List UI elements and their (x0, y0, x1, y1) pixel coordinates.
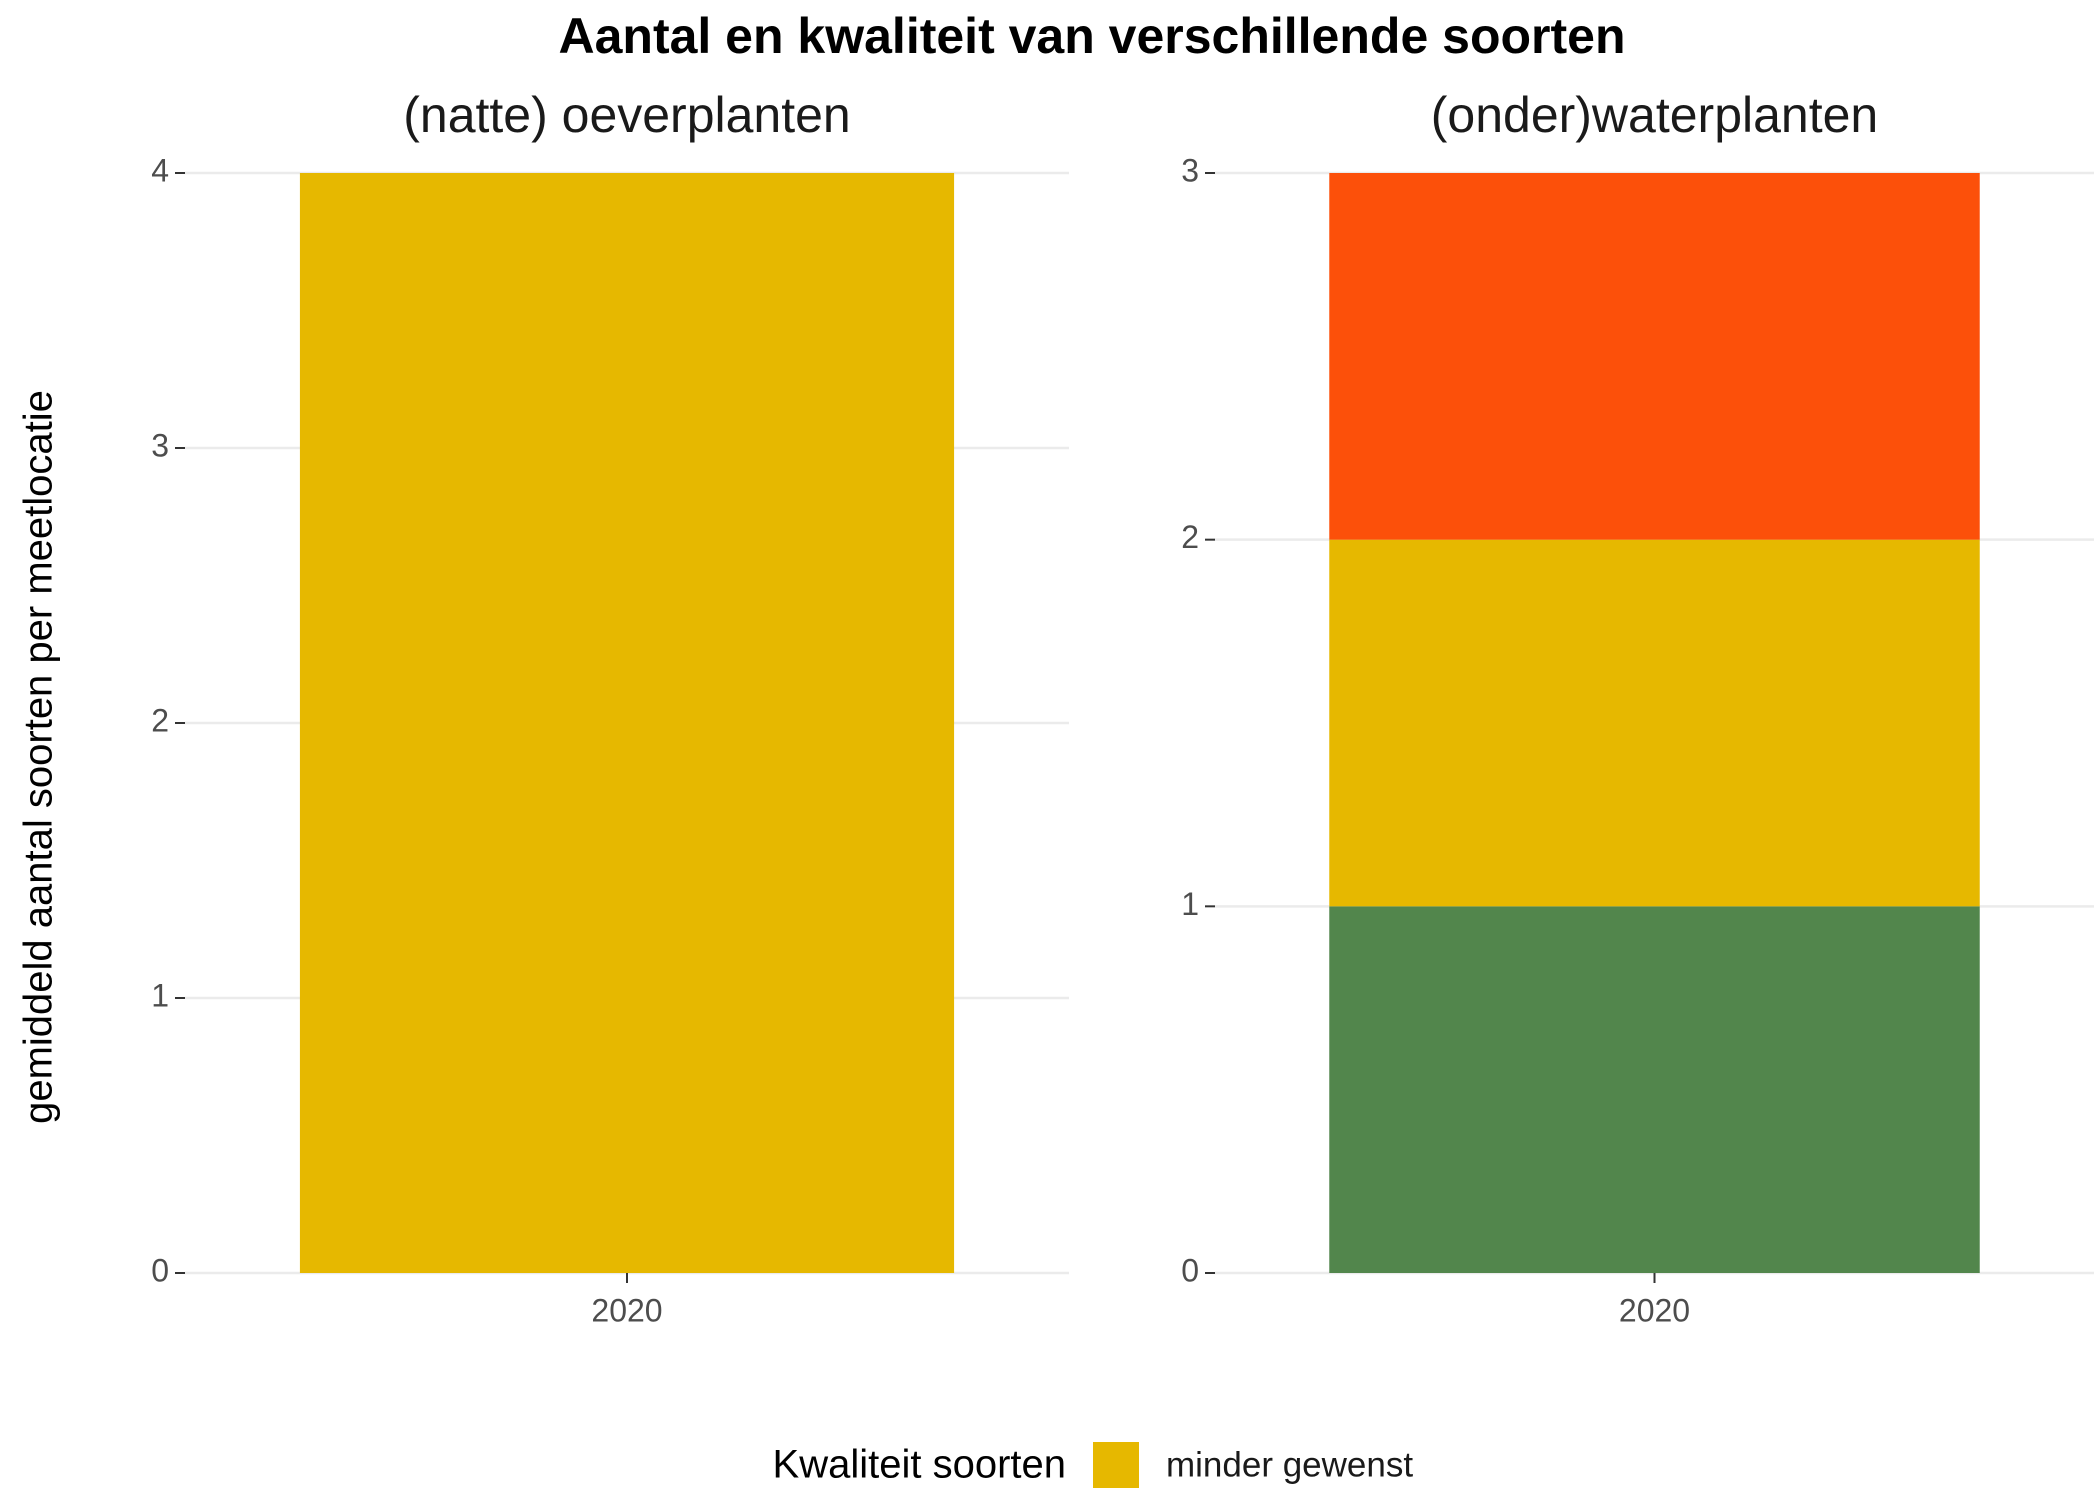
y-tick-label: 4 (151, 152, 169, 188)
legend-swatch (1093, 1442, 1139, 1488)
y-tick-label: 1 (1181, 886, 1199, 922)
y-tick-label: 1 (151, 977, 169, 1013)
legend-title: Kwaliteit soorten (773, 1443, 1066, 1487)
bar-segment (299, 173, 955, 1273)
panel-title: (onder)waterplanten (1431, 87, 1879, 143)
x-tick-label: 2020 (591, 1292, 662, 1328)
y-tick-label: 2 (1181, 519, 1199, 555)
y-tick-label: 0 (151, 1252, 169, 1288)
bar-segment (1329, 173, 1980, 540)
legend-label: minder gewenst (1166, 1445, 1413, 1484)
y-tick-label: 3 (151, 427, 169, 463)
panel-title: (natte) oeverplanten (403, 87, 851, 143)
y-tick-label: 2 (151, 702, 169, 738)
chart-title: Aantal en kwaliteit van verschillende so… (558, 8, 1625, 64)
y-tick-label: 3 (1181, 152, 1199, 188)
bar-segment (1329, 906, 1980, 1273)
y-tick-label: 0 (1181, 1252, 1199, 1288)
y-axis-label: gemiddeld aantal soorten per meetlocatie (17, 390, 61, 1124)
x-tick-label: 2020 (1619, 1292, 1690, 1328)
bar-segment (1329, 539, 1980, 907)
